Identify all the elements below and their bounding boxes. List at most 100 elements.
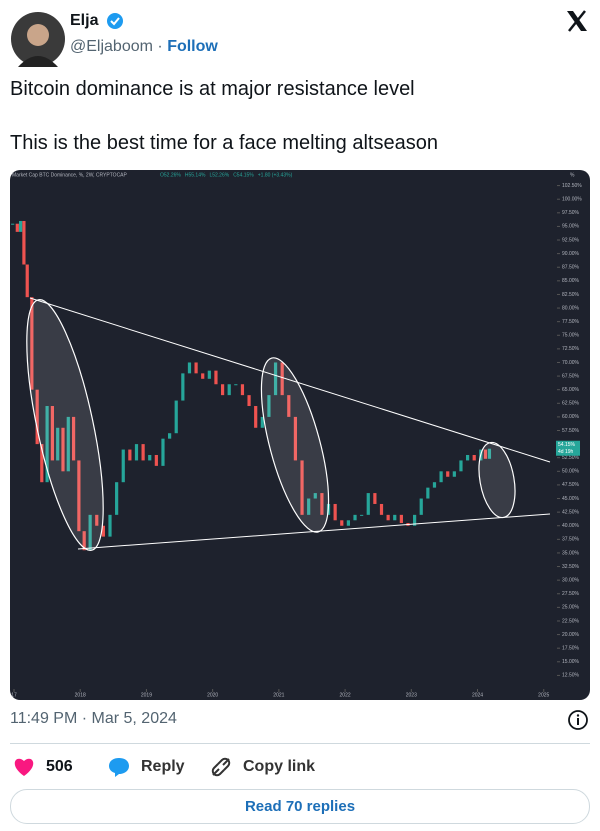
candle: [40, 444, 44, 483]
candle: [22, 220, 26, 265]
read-replies-button[interactable]: Read 70 replies: [10, 789, 590, 824]
y-tick-label: 92.50%: [562, 237, 580, 243]
candle: [386, 514, 390, 521]
handle-row: @Eljaboom · Follow: [70, 38, 218, 56]
tweet-text: Bitcoin dominance is at major resistance…: [10, 78, 415, 100]
y-tick-label: 12.50%: [562, 673, 580, 679]
candle: [82, 531, 86, 551]
chart[interactable]: Market Cap BTC Dominance, %, 2W, CRYPTOC…: [10, 170, 590, 700]
x-tick-label: 2020: [207, 692, 218, 698]
candle: [56, 427, 60, 461]
candle: [399, 514, 403, 524]
candle: [353, 514, 357, 521]
handle[interactable]: @Eljaboom: [70, 38, 153, 55]
y-tick-label: 97.50%: [562, 210, 580, 216]
candle: [439, 471, 443, 483]
candle: [71, 416, 76, 461]
candle: [194, 362, 198, 374]
y-tick-label: 50.00%: [562, 469, 580, 475]
y-tick-label: 67.50%: [562, 373, 580, 379]
candle: [168, 433, 172, 439]
y-tick-label: 40.00%: [562, 523, 580, 529]
ohlc-value: O52.26%: [160, 172, 181, 178]
candle: [25, 264, 29, 298]
link-icon[interactable]: [209, 756, 233, 778]
candle: [220, 384, 225, 396]
candle: [134, 444, 139, 461]
candle: [267, 395, 271, 417]
candle: [101, 525, 105, 537]
y-tick-label: 85.00%: [562, 278, 580, 284]
follow-link[interactable]: Follow: [167, 38, 218, 55]
candle: [459, 460, 463, 472]
candle: [280, 362, 284, 396]
candle: [465, 454, 470, 461]
reply-action[interactable]: Reply: [141, 758, 185, 775]
y-tick-label: 30.00%: [562, 577, 580, 583]
candle: [260, 416, 264, 428]
candle: [11, 223, 15, 225]
candle: [340, 520, 344, 526]
heart-icon[interactable]: [12, 756, 36, 778]
x-tick-label: 17: [11, 692, 17, 698]
y-tick-label: 80.00%: [562, 305, 580, 311]
x-tick-label: 2022: [340, 692, 351, 698]
y-tick-label: 45.00%: [562, 496, 580, 502]
candle: [187, 362, 192, 374]
candle: [108, 514, 112, 537]
candle: [432, 482, 437, 488]
ellipse: [26, 299, 104, 551]
candle: [273, 362, 278, 396]
candle: [360, 514, 364, 516]
y-tick-label: 70.00%: [562, 360, 580, 366]
x-tick-label: 2024: [472, 692, 483, 698]
candle: [472, 454, 476, 461]
candle: [77, 460, 81, 532]
candle: [452, 471, 456, 477]
candle: [287, 395, 291, 417]
y-tick-label: 95.00%: [562, 224, 580, 230]
candle: [366, 493, 370, 515]
avatar[interactable]: [10, 11, 66, 67]
candle: [61, 427, 65, 472]
y-tick-label: 60.00%: [562, 414, 580, 420]
candle: [121, 449, 125, 483]
info-icon[interactable]: [567, 709, 589, 731]
y-tick-label: 42.50%: [562, 509, 580, 515]
ellipse: [478, 441, 516, 519]
price-label: 54.15%: [558, 442, 576, 448]
candle: [148, 454, 152, 461]
divider: [10, 743, 590, 744]
like-count[interactable]: 506: [46, 758, 73, 775]
timestamp[interactable]: 11:49 PM · Mar 5, 2024: [10, 710, 177, 727]
y-tick-label: 102.50%: [562, 183, 582, 189]
candle: [50, 406, 54, 461]
candle: [15, 223, 19, 232]
candle: [307, 498, 311, 515]
annotations: [26, 297, 551, 551]
candle: [346, 520, 350, 526]
y-tick-label: 72.50%: [562, 346, 580, 352]
x-tick-label: 2025: [538, 692, 549, 698]
y-tick-label: 27.50%: [562, 591, 580, 597]
ohlc-value: C54.15%: [233, 172, 254, 178]
candle: [293, 416, 298, 461]
candle: [419, 498, 423, 515]
copy-link-action[interactable]: Copy link: [243, 758, 316, 775]
reply-icon[interactable]: [107, 756, 131, 778]
y-tick-label: 20.00%: [562, 632, 580, 638]
y-tick-label: 90.00%: [562, 251, 580, 257]
candle: [66, 416, 70, 472]
candle: [201, 373, 205, 379]
candle: [446, 471, 450, 477]
candle: [300, 460, 304, 515]
candle: [227, 384, 231, 396]
candle: [487, 448, 492, 459]
candle: [35, 389, 39, 445]
x-logo[interactable]: [565, 10, 589, 32]
author-name[interactable]: Elja: [70, 12, 99, 29]
candle: [234, 384, 238, 386]
candle: [313, 493, 317, 499]
chart-title: Market Cap BTC Dominance, %, 2W, CRYPTOC…: [12, 172, 128, 178]
x-tick-label: 2019: [141, 692, 152, 698]
